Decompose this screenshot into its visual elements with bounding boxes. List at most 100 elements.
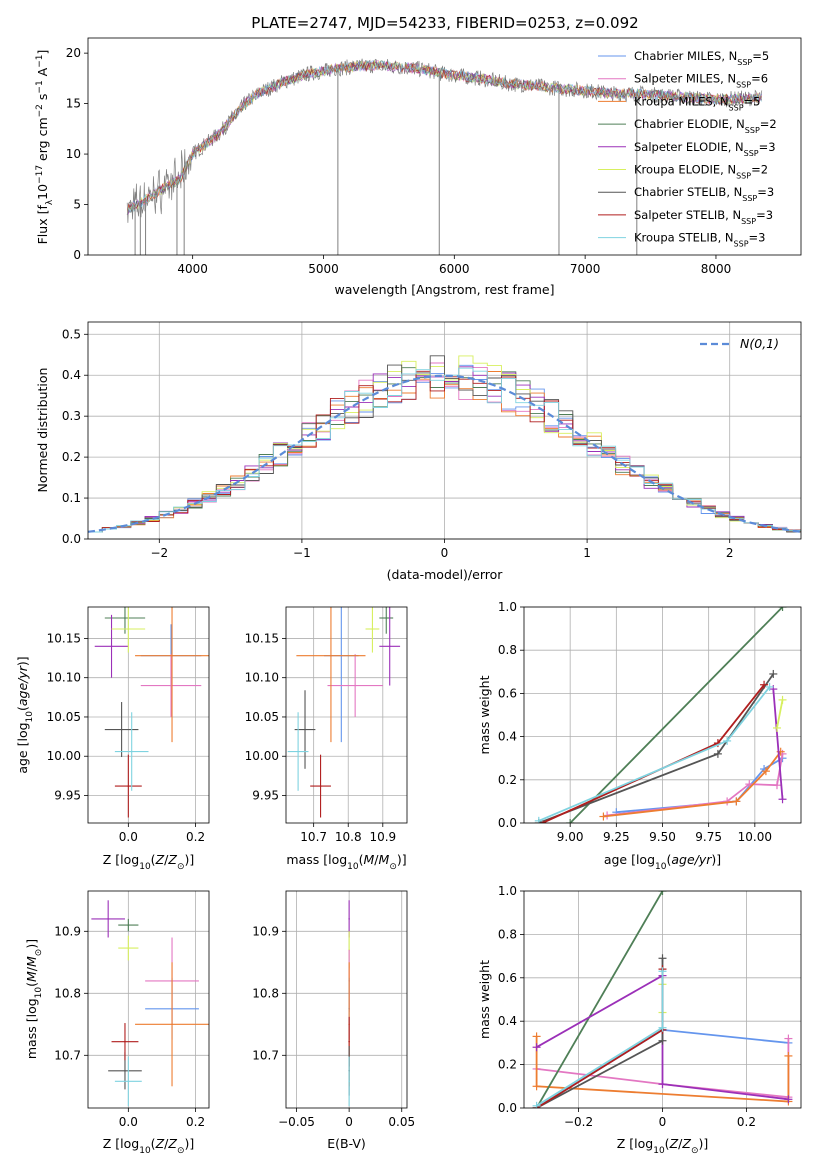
y-axis-label: age [log10(age/yr)] bbox=[15, 656, 35, 773]
mass-weight-line bbox=[535, 891, 664, 1108]
legend-name: Kroupa STELIB, N bbox=[634, 231, 734, 245]
y-tick-label: 10 bbox=[66, 147, 81, 161]
label-part: ( bbox=[359, 852, 364, 867]
legend-entry: Kroupa ELODIE, NSSP=2 bbox=[634, 163, 768, 181]
x-tick-label: 10.7 bbox=[300, 830, 327, 844]
x-tick-label: 0.0 bbox=[119, 1115, 138, 1129]
data-point bbox=[348, 1040, 350, 1043]
y-tick-label: 10.9 bbox=[54, 924, 81, 938]
legend-name: Chabrier MILES, N bbox=[634, 49, 737, 63]
label-part: 10 bbox=[347, 862, 359, 872]
label-part: M bbox=[24, 956, 39, 967]
y-tick-label: 10.15 bbox=[47, 631, 81, 645]
x-tick-label: −0.2 bbox=[564, 1115, 593, 1129]
y-tick-label: 0.4 bbox=[498, 1014, 517, 1028]
label-part: )] bbox=[397, 852, 407, 867]
x-tick-label: −0.05 bbox=[278, 1115, 315, 1129]
y-tick-label: 0.0 bbox=[498, 1101, 517, 1115]
data-point bbox=[319, 785, 322, 787]
age-vs-mass-frame bbox=[285, 606, 408, 824]
legend-value: =5 bbox=[752, 49, 769, 63]
legend-entry: Kroupa STELIB, NSSP=3 bbox=[634, 231, 765, 249]
data-point bbox=[371, 628, 374, 630]
label-part: 10 bbox=[35, 184, 50, 200]
y-axis-label: Normed distribution bbox=[35, 368, 50, 493]
x-tick-label: 1 bbox=[583, 546, 591, 560]
y-tick-label: 0.8 bbox=[498, 643, 517, 657]
x-axis-label: E(B-V) bbox=[327, 1136, 366, 1151]
legend-value: =3 bbox=[759, 140, 776, 154]
label-part: log bbox=[634, 1136, 653, 1151]
data-point bbox=[388, 645, 391, 648]
label-part: Flux [f bbox=[35, 205, 50, 245]
y-tick-label: 0.1 bbox=[62, 491, 81, 505]
x-tick-label: 4000 bbox=[177, 262, 208, 276]
y-tick-label: 10.00 bbox=[47, 749, 81, 763]
y-tick-label: 0.4 bbox=[62, 368, 81, 382]
data-point bbox=[127, 1080, 130, 1083]
label-part: / bbox=[678, 1136, 683, 1151]
data-point bbox=[124, 1070, 126, 1072]
legend-entry: Kroupa MILES, NSSP=5 bbox=[634, 94, 760, 112]
x-tick-label: 0.2 bbox=[186, 830, 205, 844]
x-tick-label: 10.8 bbox=[335, 830, 362, 844]
legend-sub: SSP bbox=[737, 58, 752, 67]
y-tick-label: 10.7 bbox=[252, 1048, 279, 1062]
legend-value: =3 bbox=[756, 208, 773, 222]
legend-entry: Salpeter MILES, NSSP=6 bbox=[634, 72, 768, 90]
label-part: −1 bbox=[35, 80, 45, 93]
model-spectrum-line bbox=[126, 60, 763, 215]
y-axis-label: mass weight bbox=[477, 675, 492, 754]
label-part: age/yr bbox=[15, 665, 30, 706]
legend-name: Salpeter STELIB, N bbox=[634, 208, 741, 222]
y-tick-label: 10.10 bbox=[245, 671, 279, 685]
label-part: ( bbox=[15, 706, 30, 711]
legend-sub: SSP bbox=[729, 103, 744, 112]
label-part: −17 bbox=[35, 165, 45, 184]
x-axis-label: Z [log10(Z/Z⊙)] bbox=[617, 1136, 709, 1156]
x-tick-label: 0.0 bbox=[119, 830, 138, 844]
label-part: −2 bbox=[35, 104, 45, 117]
label-part: )] bbox=[15, 656, 30, 666]
y-tick-label: 0.0 bbox=[62, 532, 81, 546]
y-tick-label: 0.2 bbox=[498, 1058, 517, 1072]
x-tick-label: 8000 bbox=[701, 262, 732, 276]
legend-value: =2 bbox=[751, 163, 768, 177]
x-tick-label: 0.05 bbox=[388, 1115, 415, 1129]
label-part: age [ bbox=[604, 852, 636, 867]
legend-name: Kroupa MILES, N bbox=[634, 94, 729, 108]
x-axis-label: Z [log10(Z/Z⊙)] bbox=[103, 1136, 195, 1156]
label-part: mass [ bbox=[286, 852, 328, 867]
label-part: λ bbox=[45, 199, 55, 205]
legend-entry: N(0,1) bbox=[740, 336, 779, 351]
y-tick-label: 5 bbox=[73, 198, 81, 212]
mass-vs-z-plot-area bbox=[91, 900, 209, 1107]
legend-entry: Chabrier ELODIE, NSSP=2 bbox=[634, 117, 777, 135]
x-tick-label: 9.50 bbox=[649, 830, 676, 844]
mass-vs-ebv-panel bbox=[286, 891, 407, 1108]
x-tick-label: 9.00 bbox=[557, 830, 584, 844]
data-point bbox=[127, 628, 130, 630]
legend-entry: Chabrier MILES, NSSP=5 bbox=[634, 49, 769, 67]
label-part: log bbox=[120, 1136, 139, 1151]
y-tick-label: 0.2 bbox=[62, 450, 81, 464]
legend-value: (0,1) bbox=[749, 336, 779, 351]
data-point bbox=[124, 617, 126, 619]
label-part: −1 bbox=[35, 55, 45, 68]
label-part: )] bbox=[698, 1136, 708, 1151]
y-axis-label: mass weight bbox=[477, 960, 492, 1039]
legend-sub: SSP bbox=[736, 171, 751, 180]
y-tick-label: 10.15 bbox=[245, 631, 279, 645]
mass-weight-line bbox=[776, 699, 784, 729]
y-tick-label: 1.0 bbox=[498, 600, 517, 614]
label-part: ⊙ bbox=[177, 862, 185, 872]
mass-weight-line bbox=[535, 1036, 790, 1103]
label-part: 10 bbox=[25, 711, 35, 723]
y-tick-label: 10.7 bbox=[54, 1048, 81, 1062]
y-tick-label: 10.8 bbox=[54, 986, 81, 1000]
y-tick-label: 10.8 bbox=[252, 986, 279, 1000]
figure-title: PLATE=2747, MJD=54233, FIBERID=0253, z=0… bbox=[251, 14, 638, 32]
label-part: 10 bbox=[139, 862, 151, 872]
x-tick-label: 10.00 bbox=[738, 830, 772, 844]
